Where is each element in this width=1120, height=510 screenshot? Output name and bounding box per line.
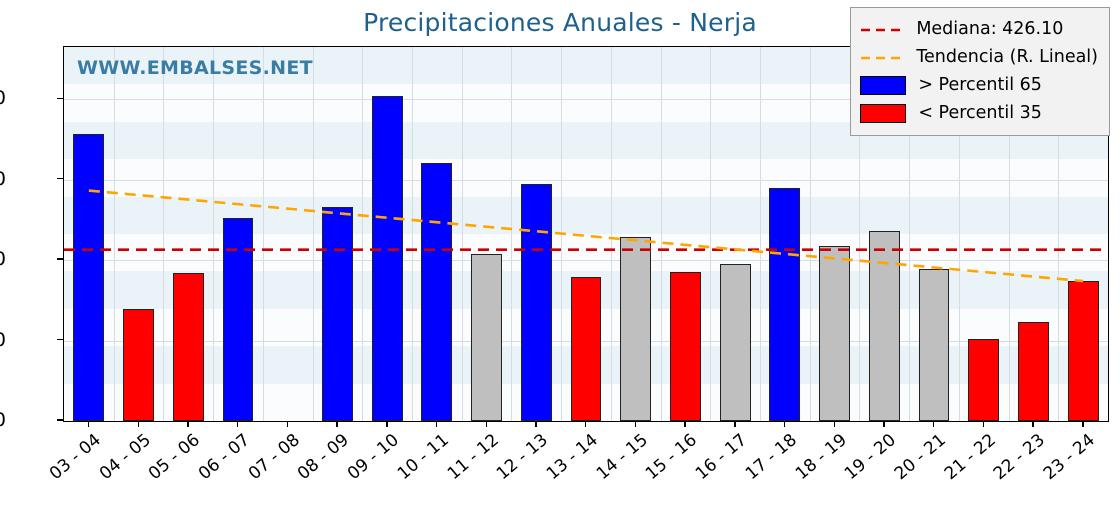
- x-tick-mark: [982, 421, 985, 427]
- bar-15-16[interactable]: [670, 271, 701, 421]
- x-tick-mark: [237, 421, 239, 427]
- legend-dash-key: [860, 22, 904, 37]
- y-tick-label: 0: [0, 409, 6, 431]
- gridline-vertical: [113, 47, 115, 421]
- x-tick-mark: [684, 421, 686, 427]
- x-tick-mark: [485, 421, 487, 427]
- bar-08-09[interactable]: [322, 207, 353, 421]
- x-tick-mark: [286, 421, 289, 427]
- bar-14-15[interactable]: [620, 237, 652, 421]
- y-tick-label: 400: [0, 248, 6, 270]
- gridline-vertical: [760, 47, 761, 421]
- y-tick-mark: [57, 178, 63, 180]
- legend-dash-key: [860, 50, 904, 65]
- x-tick-mark: [435, 421, 438, 427]
- plot-band: [64, 196, 1108, 234]
- legend-color-swatch: [860, 103, 907, 123]
- gridline-vertical: [213, 47, 215, 421]
- x-tick-mark: [535, 421, 537, 427]
- bar-06-07[interactable]: [222, 217, 254, 421]
- legend-label: Tendencia (R. Lineal): [916, 47, 1098, 67]
- gridline-vertical: [511, 47, 513, 421]
- bar-12-13[interactable]: [520, 183, 552, 421]
- y-tick-mark: [57, 419, 63, 421]
- x-tick-mark: [187, 421, 189, 427]
- x-tick-mark: [783, 421, 786, 427]
- x-tick-mark: [833, 421, 835, 427]
- legend-item[interactable]: Mediana: 426.10: [860, 15, 1098, 43]
- gridline-vertical: [262, 47, 264, 421]
- chart-title: Precipitaciones Anuales - Nerja: [363, 8, 757, 37]
- legend-label: Mediana: 426.10: [916, 19, 1064, 39]
- x-tick-mark: [87, 421, 90, 427]
- bar-13-14[interactable]: [570, 277, 602, 421]
- y-tick-mark: [57, 338, 63, 341]
- bar-09-10[interactable]: [371, 96, 403, 421]
- bar-05-06[interactable]: [172, 273, 204, 421]
- y-tick-label: 200: [0, 329, 6, 351]
- gridline-vertical: [660, 47, 662, 421]
- gridline-horizontal: [64, 179, 1108, 181]
- legend-item[interactable]: > Percentil 65: [860, 71, 1098, 99]
- watermark-label: WWW.EMBALSES.NET: [77, 57, 313, 79]
- bar-10-11[interactable]: [421, 163, 453, 421]
- gridline-vertical: [163, 47, 165, 421]
- y-tick-label: 600: [0, 168, 6, 190]
- x-tick-mark: [1032, 421, 1034, 427]
- gridline-vertical: [561, 47, 563, 421]
- bar-19-20[interactable]: [868, 231, 900, 421]
- x-tick-mark: [883, 421, 885, 427]
- x-tick-mark: [933, 421, 935, 427]
- legend-item[interactable]: Tendencia (R. Lineal): [860, 43, 1098, 71]
- bar-23-24[interactable]: [1067, 281, 1099, 421]
- legend-label: > Percentil 65: [918, 75, 1042, 95]
- bar-03-04[interactable]: [73, 134, 105, 421]
- bar-17-18[interactable]: [769, 187, 801, 421]
- y-tick-mark: [57, 258, 63, 260]
- gridline-horizontal: [64, 99, 1108, 101]
- x-tick-mark: [336, 421, 338, 427]
- legend-label: < Percentil 35: [918, 103, 1042, 123]
- bar-21-22[interactable]: [968, 339, 1000, 421]
- gridline-vertical: [461, 47, 463, 421]
- gridline-vertical: [362, 47, 364, 421]
- bar-18-19[interactable]: [819, 246, 850, 421]
- legend-item[interactable]: < Percentil 35: [860, 99, 1098, 127]
- bar-16-17[interactable]: [719, 263, 751, 421]
- gridline-vertical: [610, 47, 612, 421]
- y-tick-mark: [57, 97, 63, 99]
- gridline-vertical: [710, 47, 712, 421]
- x-tick-mark: [585, 421, 587, 427]
- bar-20-21[interactable]: [918, 269, 950, 421]
- gridline-vertical: [312, 47, 314, 421]
- x-tick-mark: [386, 421, 388, 427]
- x-tick-mark: [734, 421, 736, 427]
- x-tick-mark: [137, 421, 139, 427]
- legend: Mediana: 426.10 Tendencia (R. Lineal) > Pe…: [850, 7, 1110, 136]
- bar-04-05[interactable]: [123, 308, 154, 421]
- x-tick-mark: [634, 421, 637, 427]
- x-tick-mark: [1082, 421, 1084, 427]
- y-tick-label: 800: [0, 87, 6, 109]
- bar-22-23[interactable]: [1018, 321, 1049, 421]
- gridline-vertical: [412, 47, 413, 421]
- legend-color-swatch: [860, 75, 907, 95]
- bar-11-12[interactable]: [471, 254, 502, 421]
- gridline-vertical: [809, 47, 811, 421]
- gridline-horizontal: [64, 260, 1108, 262]
